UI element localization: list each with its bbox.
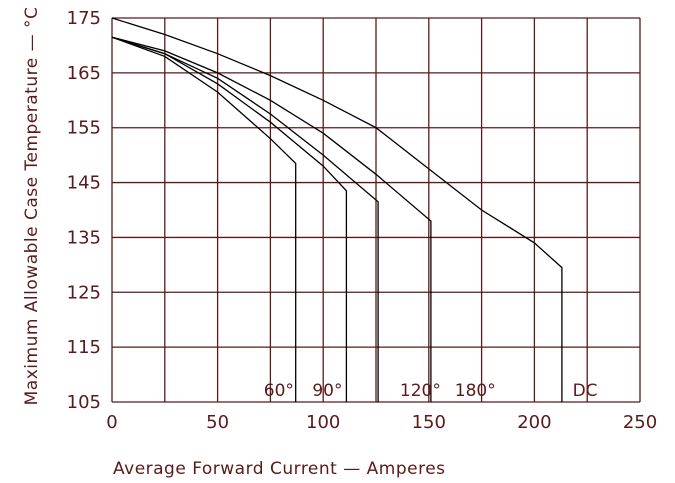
y-tick-label: 115 bbox=[67, 337, 101, 358]
series-label: 120° bbox=[400, 381, 441, 401]
y-tick-label: 175 bbox=[67, 8, 101, 29]
series-line-180 bbox=[111, 36, 432, 402]
series-label: 90° bbox=[312, 381, 342, 401]
y-tick-label: 125 bbox=[67, 282, 101, 303]
series-label: DC bbox=[573, 381, 598, 401]
x-tick-label: 150 bbox=[412, 412, 446, 433]
y-tick-label: 145 bbox=[67, 173, 101, 194]
x-axis-title: Average Forward Current — Amperes bbox=[113, 459, 446, 479]
series-label: 180° bbox=[455, 381, 496, 401]
y-tick-label: 165 bbox=[67, 63, 101, 84]
y-tick-label: 105 bbox=[67, 392, 101, 413]
x-tick-label: 50 bbox=[206, 412, 229, 433]
x-tick-label: 0 bbox=[106, 412, 117, 433]
grid bbox=[111, 17, 641, 403]
series-labels: 60° 90° 120° 180° DC bbox=[264, 381, 598, 401]
series-line-120 bbox=[111, 36, 379, 402]
series-line-60 bbox=[111, 36, 297, 402]
y-tick-label: 135 bbox=[67, 227, 101, 248]
x-tick-label: 100 bbox=[306, 412, 340, 433]
x-tick-label: 250 bbox=[623, 412, 657, 433]
x-tick-label: 200 bbox=[517, 412, 551, 433]
series-label: 60° bbox=[264, 381, 294, 401]
y-axis-title: Maximum Allowable Case Temperature — °C bbox=[22, 7, 42, 406]
y-tick-label: 155 bbox=[67, 118, 101, 139]
series-line-DC bbox=[111, 17, 563, 402]
tick-labels: 0 50 100 150 200 250 105 115 125 135 145 155 165 175 bbox=[67, 8, 658, 433]
series-lines bbox=[111, 17, 563, 402]
